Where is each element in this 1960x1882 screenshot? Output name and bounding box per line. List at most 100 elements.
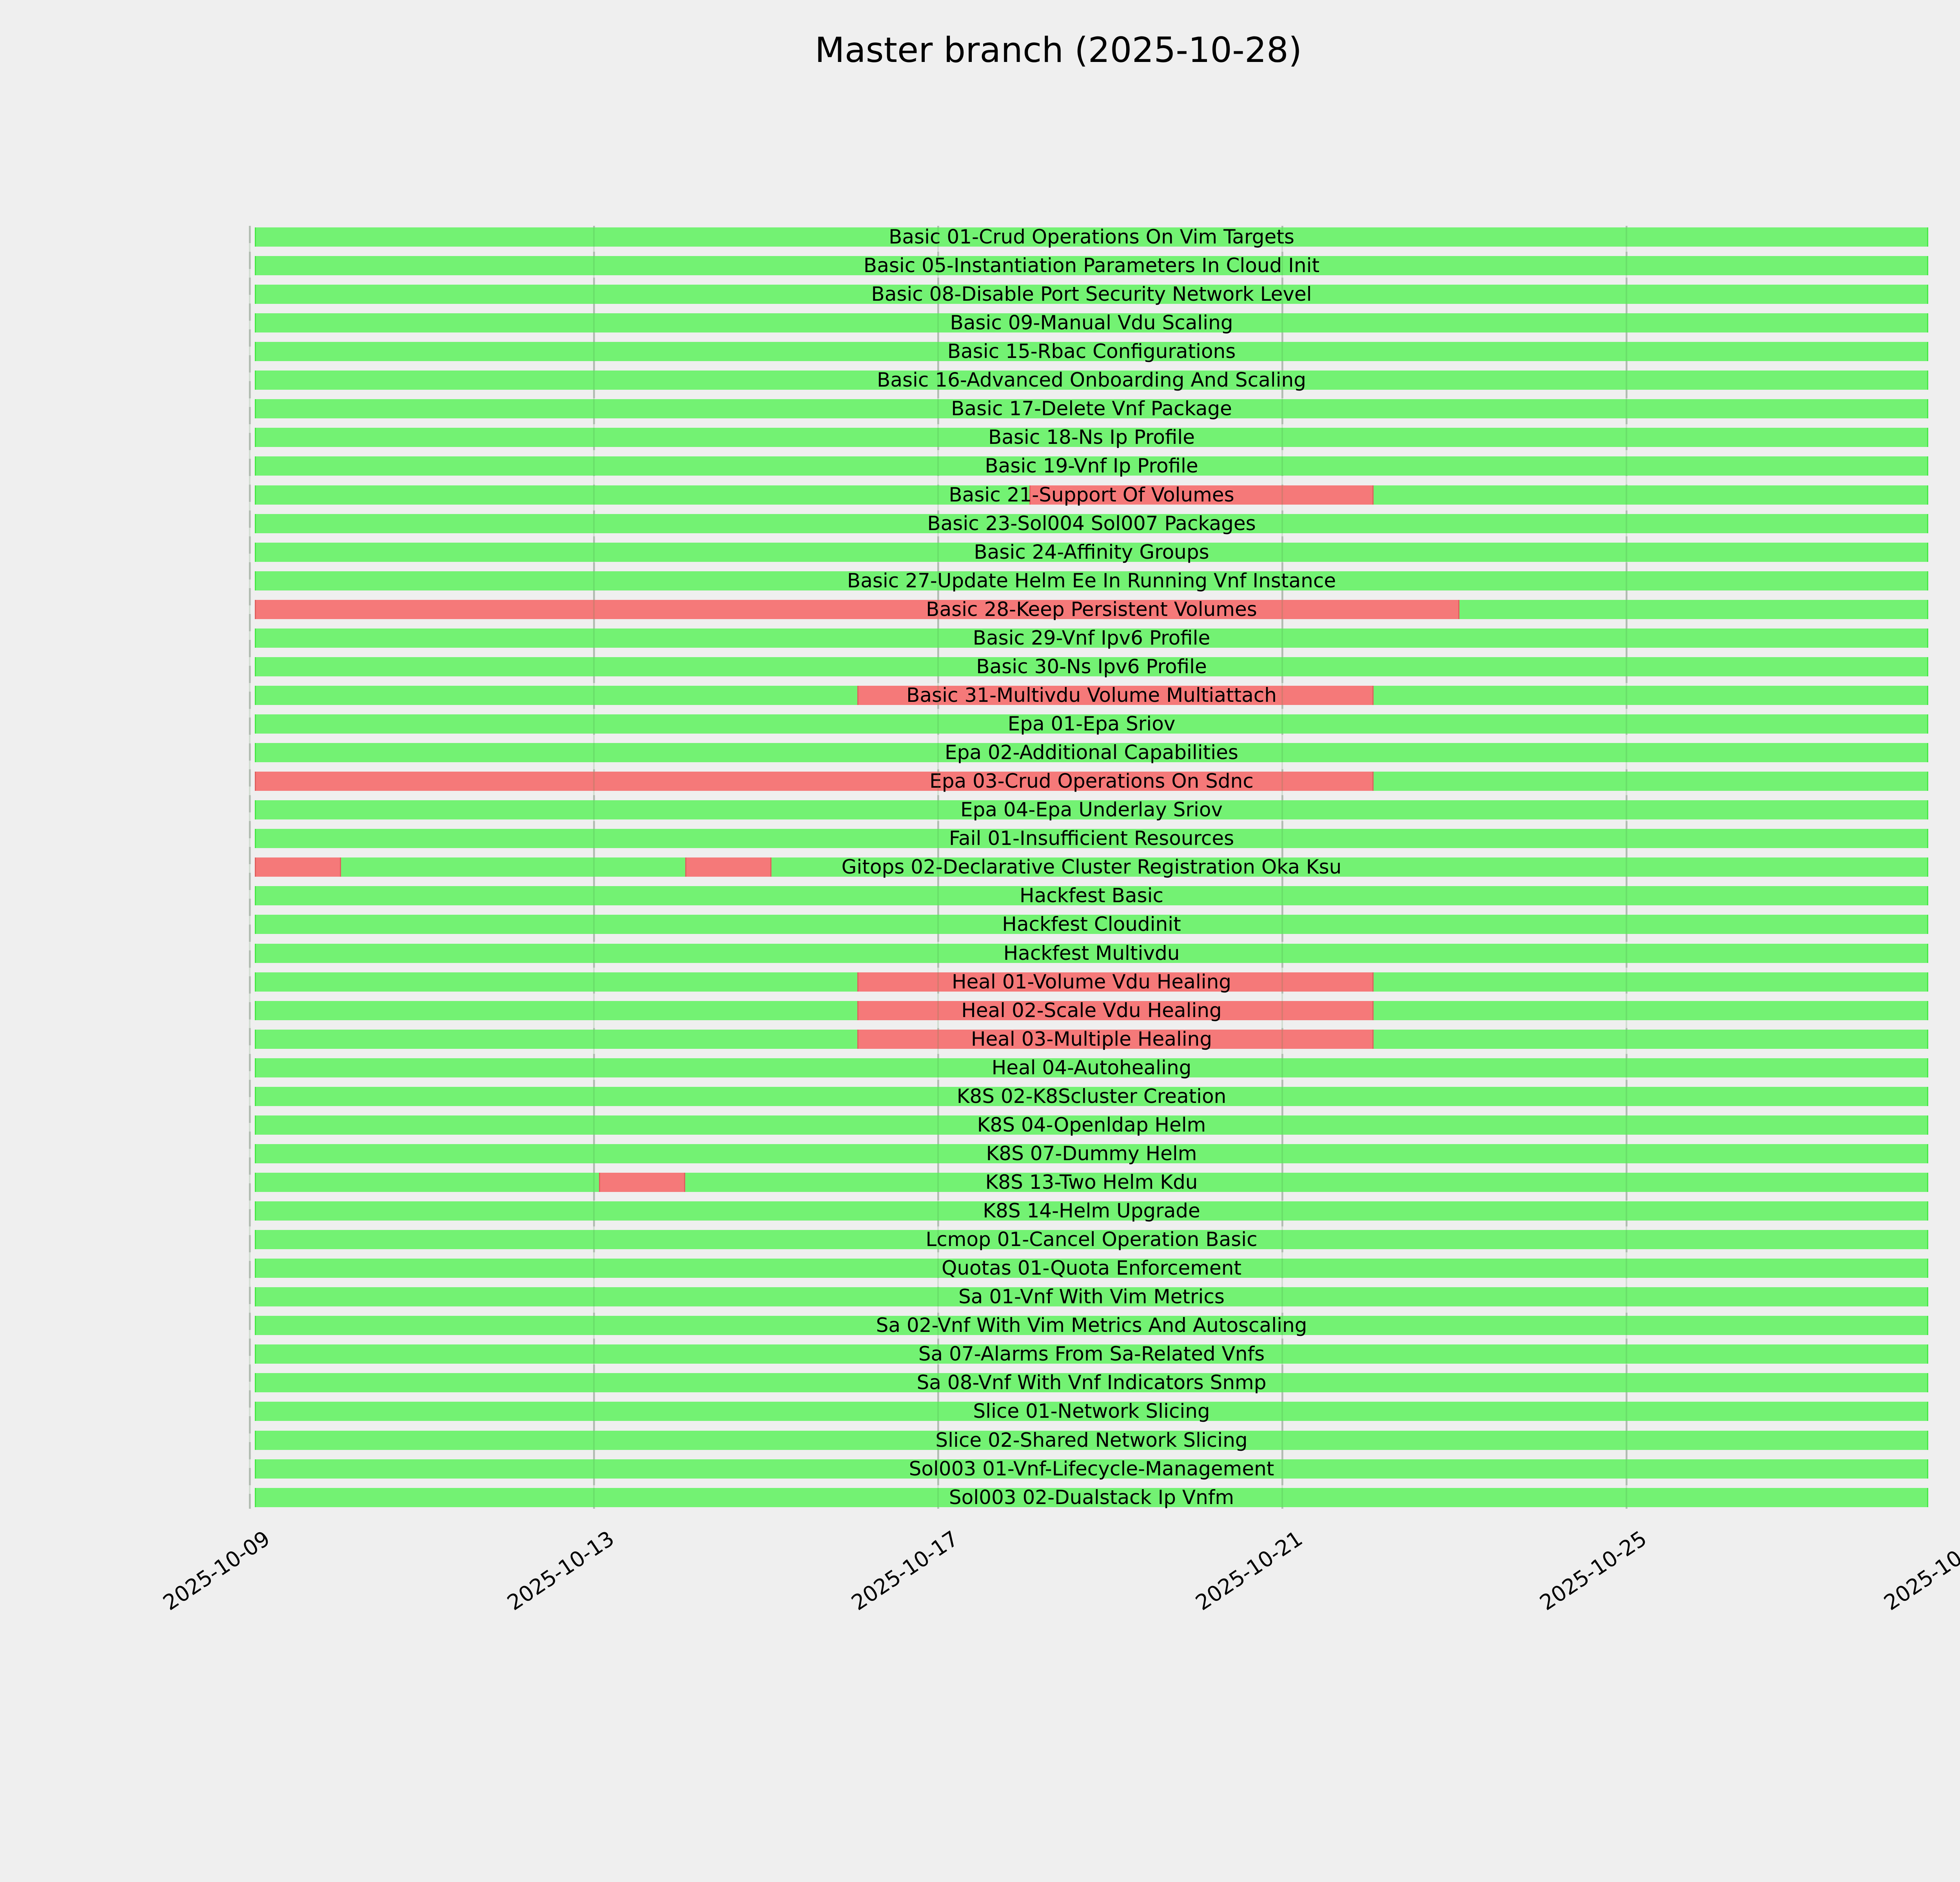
test-row: Sol003 02-Dualstack Ip Vnfm bbox=[255, 1488, 1928, 1507]
test-row: Basic 18-Ns Ip Profile bbox=[255, 427, 1928, 447]
bar-segment-fail bbox=[255, 772, 1374, 791]
bar-segment-pass bbox=[255, 714, 1928, 734]
bar-segment-pass bbox=[255, 1316, 1928, 1335]
vertical-gridline-overlay bbox=[593, 226, 595, 1509]
test-row: Basic 29-Vnf Ipv6 Profile bbox=[255, 628, 1928, 648]
bar-segment-pass bbox=[255, 256, 1928, 275]
test-row: K8S 07-Dummy Helm bbox=[255, 1144, 1928, 1163]
x-tick-label: 2025-10-29 bbox=[1879, 1526, 1960, 1615]
bar-segment-pass bbox=[255, 1459, 1928, 1479]
test-row: Slice 02-Shared Network Slicing bbox=[255, 1430, 1928, 1450]
x-tick-label: 2025-10-17 bbox=[847, 1526, 963, 1615]
test-row: Basic 27-Update Helm Ee In Running Vnf I… bbox=[255, 571, 1928, 590]
test-row: Basic 31-Multivdu Volume Multiattach bbox=[255, 685, 1928, 705]
bar-segment-fail bbox=[255, 857, 341, 877]
bar-segment-pass bbox=[255, 371, 1928, 390]
test-row: Fail 01-Insufficient Resources bbox=[255, 828, 1928, 848]
bar-segment-pass bbox=[255, 1373, 1928, 1392]
test-row: Sa 08-Vnf With Vnf Indicators Snmp bbox=[255, 1373, 1928, 1392]
test-row: K8S 13-Two Helm Kdu bbox=[255, 1172, 1928, 1192]
bar-segment-pass bbox=[255, 285, 1928, 304]
bar-segment-pass bbox=[255, 829, 1928, 848]
test-row: K8S 04-Openldap Helm bbox=[255, 1115, 1928, 1135]
test-row: Basic 23-Sol004 Sol007 Packages bbox=[255, 514, 1928, 533]
test-row: Lcmop 01-Cancel Operation Basic bbox=[255, 1230, 1928, 1249]
test-row: Heal 02-Scale Vdu Healing bbox=[255, 1001, 1928, 1020]
bar-segment-pass bbox=[255, 1144, 1928, 1163]
bar-segment-fail bbox=[857, 972, 1374, 992]
test-row: Epa 01-Epa Sriov bbox=[255, 714, 1928, 734]
bar-segment-pass bbox=[255, 1488, 1928, 1507]
bar-segment-pass bbox=[255, 227, 1928, 247]
bar-segment-pass bbox=[255, 428, 1928, 447]
bar-segment-pass bbox=[255, 915, 1928, 934]
test-row: Hackfest Basic bbox=[255, 886, 1928, 905]
vertical-gridline-overlay bbox=[1281, 226, 1283, 1509]
bar-segment-pass bbox=[255, 944, 1928, 963]
bar-segment-pass bbox=[255, 1431, 1928, 1450]
bar-segment-pass bbox=[255, 399, 1928, 418]
vertical-gridline-overlay bbox=[1626, 226, 1627, 1509]
test-row: Slice 01-Network Slicing bbox=[255, 1401, 1928, 1421]
test-row: Basic 16-Advanced Onboarding And Scaling bbox=[255, 370, 1928, 390]
bar-segment-pass bbox=[255, 1173, 1928, 1192]
bar-segment-fail bbox=[1029, 485, 1374, 505]
test-row: Basic 30-Ns Ipv6 Profile bbox=[255, 657, 1928, 676]
bar-segment-pass bbox=[255, 313, 1928, 332]
test-row: Sa 01-Vnf With Vim Metrics bbox=[255, 1287, 1928, 1306]
bar-segment-fail bbox=[255, 600, 1459, 619]
bar-segment-pass bbox=[255, 800, 1928, 819]
bar-segment-pass bbox=[255, 657, 1928, 676]
bar-segment-pass bbox=[255, 1058, 1928, 1077]
bar-segment-pass bbox=[255, 886, 1928, 905]
bar-segment-pass bbox=[255, 857, 1928, 877]
bar-segment-pass bbox=[255, 1287, 1928, 1306]
bar-segment-fail bbox=[857, 1001, 1374, 1020]
test-row: Gitops 02-Declarative Cluster Registrati… bbox=[255, 857, 1928, 877]
bar-segment-pass bbox=[255, 1259, 1928, 1278]
test-row: Basic 08-Disable Port Security Network L… bbox=[255, 284, 1928, 304]
test-row: Sa 02-Vnf With Vim Metrics And Autoscali… bbox=[255, 1315, 1928, 1335]
bar-segment-pass bbox=[255, 514, 1928, 533]
bar-segment-fail bbox=[857, 686, 1374, 705]
x-tick-label: 2025-10-09 bbox=[158, 1526, 275, 1615]
test-row: Basic 05-Instantiation Parameters In Clo… bbox=[255, 256, 1928, 275]
test-row: Basic 01-Crud Operations On Vim Targets bbox=[255, 227, 1928, 247]
chart-title: Master branch (2025-10-28) bbox=[815, 30, 1302, 70]
bar-segment-pass bbox=[255, 1115, 1928, 1135]
vertical-gridline-overlay bbox=[937, 226, 939, 1509]
test-row: Basic 19-Vnf Ip Profile bbox=[255, 456, 1928, 476]
test-row: Hackfest Multivdu bbox=[255, 943, 1928, 963]
test-row: Basic 15-Rbac Configurations bbox=[255, 342, 1928, 361]
test-row: Basic 28-Keep Persistent Volumes bbox=[255, 599, 1928, 619]
bar-segment-pass bbox=[255, 543, 1928, 562]
bar-segment-pass bbox=[255, 629, 1928, 648]
test-row: Heal 03-Multiple Healing bbox=[255, 1029, 1928, 1049]
test-row: Basic 09-Manual Vdu Scaling bbox=[255, 313, 1928, 332]
test-row: K8S 14-Helm Upgrade bbox=[255, 1201, 1928, 1221]
bar-segment-pass bbox=[255, 342, 1928, 361]
test-row: Basic 17-Delete Vnf Package bbox=[255, 399, 1928, 418]
test-row: Sa 07-Alarms From Sa-Related Vnfs bbox=[255, 1344, 1928, 1364]
test-row: Epa 02-Additional Capabilities bbox=[255, 743, 1928, 762]
test-row: Epa 04-Epa Underlay Sriov bbox=[255, 800, 1928, 819]
bar-segment-pass bbox=[255, 456, 1928, 476]
test-row: Basic 24-Affinity Groups bbox=[255, 542, 1928, 562]
x-tick-label: 2025-10-21 bbox=[1191, 1526, 1307, 1615]
bar-segment-pass bbox=[255, 1402, 1928, 1421]
test-row: Epa 03-Crud Operations On Sdnc bbox=[255, 771, 1928, 791]
test-row: K8S 02-K8Scluster Creation bbox=[255, 1086, 1928, 1106]
test-row: Hackfest Cloudinit bbox=[255, 914, 1928, 934]
test-row: Basic 21-Support Of Volumes bbox=[255, 485, 1928, 505]
x-tick-label: 2025-10-25 bbox=[1535, 1526, 1651, 1615]
bar-segment-pass bbox=[255, 1087, 1928, 1106]
bar-segment-pass bbox=[255, 1201, 1928, 1221]
bar-segment-pass bbox=[255, 571, 1928, 590]
test-row: Heal 04-Autohealing bbox=[255, 1058, 1928, 1077]
bar-segment-fail bbox=[857, 1030, 1374, 1049]
x-tick-label: 2025-10-13 bbox=[503, 1526, 619, 1615]
bar-segment-pass bbox=[255, 1230, 1928, 1249]
test-row: Heal 01-Volume Vdu Healing bbox=[255, 972, 1928, 992]
